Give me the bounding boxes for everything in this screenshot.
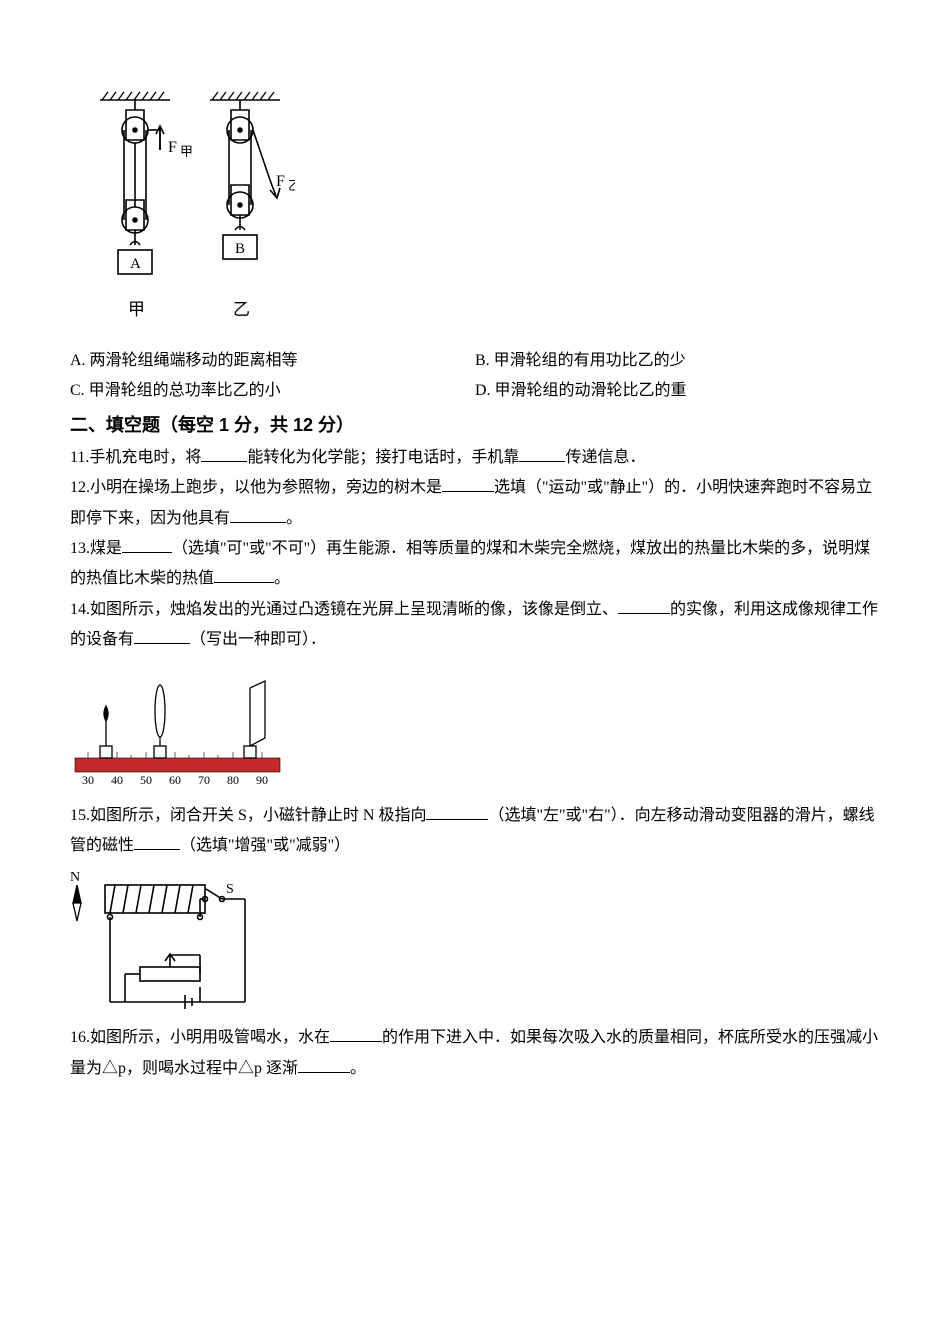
q15: 15.如图所示，闭合开关 S，小磁针静止时 N 极指向（选填"左"或"右"）．向…	[70, 801, 880, 862]
caption-yi: 乙	[233, 300, 250, 319]
section-2-title: 二、填空题（每空 1 分，共 12 分）	[70, 407, 880, 443]
q10-opt-d: D. 甲滑轮组的动滑轮比乙的重	[475, 376, 880, 406]
q13-mid: （选填"可"或"不可"）再生能源．相等质量的煤和木柴完全燃烧，煤放出的热量比木柴…	[70, 540, 870, 587]
lens-svg: 30 40 50 60 70 80 90	[70, 666, 285, 791]
q12-blank2[interactable]	[230, 506, 286, 523]
q15-blank2[interactable]	[134, 833, 180, 850]
q16-blank1[interactable]	[330, 1025, 382, 1042]
tick-60: 60	[169, 773, 181, 787]
exam-page: F 甲 A 甲	[0, 0, 950, 1144]
q10-opt-a: A. 两滑轮组绳端移动的距离相等	[70, 346, 475, 376]
tick-40: 40	[111, 773, 123, 787]
q16: 16.如图所示，小明用吸管喝水，水在的作用下进入中．如果每次吸入水的质量相同，杯…	[70, 1023, 880, 1084]
q14-blank1[interactable]	[618, 597, 670, 614]
tick-30: 30	[82, 773, 94, 787]
tick-80: 80	[227, 773, 239, 787]
q12-pre: 12.小明在操场上跑步，以他为参照物，旁边的树木是	[70, 479, 442, 496]
pulley-figure: F 甲 A 甲	[90, 90, 880, 340]
q12-end: 。	[286, 510, 302, 527]
q12-blank1[interactable]	[442, 475, 494, 492]
tick-90: 90	[256, 773, 268, 787]
q13-end: 。	[274, 570, 290, 587]
q12: 12.小明在操场上跑步，以他为参照物，旁边的树木是选填（"运动"或"静止"）的．…	[70, 473, 880, 534]
caption-jia: 甲	[128, 300, 145, 319]
block-b-label: B	[235, 241, 245, 257]
compass-n: N	[70, 870, 80, 885]
f-yi-label: F	[276, 173, 285, 190]
q11-blank2[interactable]	[519, 445, 565, 462]
q13: 13.煤是（选填"可"或"不可"）再生能源．相等质量的煤和木柴完全燃烧，煤放出的…	[70, 534, 880, 595]
q10-options: A. 两滑轮组绳端移动的距离相等 B. 甲滑轮组的有用功比乙的少 C. 甲滑轮组…	[70, 346, 880, 407]
q11-post: 传递信息．	[565, 449, 645, 466]
q13-blank2[interactable]	[214, 566, 274, 583]
q15-blank1[interactable]	[426, 803, 488, 820]
solenoid-figure: N	[70, 867, 880, 1017]
f-jia-label: F	[168, 139, 177, 156]
pulley-svg: F 甲 A 甲	[90, 90, 295, 340]
q10-opt-c: C. 甲滑轮组的总功率比乙的小	[70, 376, 475, 406]
q10-opt-b: B. 甲滑轮组的有用功比乙的少	[475, 346, 880, 376]
block-a-label: A	[130, 256, 141, 272]
q14-blank2[interactable]	[134, 627, 190, 644]
q14: 14.如图所示，烛焰发出的光通过凸透镜在光屏上呈现清晰的像，该像是倒立、的实像，…	[70, 595, 880, 656]
q13-blank1[interactable]	[122, 536, 172, 553]
q15-end: （选填"增强"或"减弱"）	[180, 837, 350, 854]
q11-mid: 能转化为化学能；接打电话时，手机靠	[247, 449, 519, 466]
solenoid-svg: N	[70, 867, 265, 1017]
lens-figure: 30 40 50 60 70 80 90	[70, 666, 880, 791]
q11-blank1[interactable]	[201, 445, 247, 462]
q16-end: 。	[350, 1060, 366, 1077]
q15-pre: 15.如图所示，闭合开关 S，小磁针静止时 N 极指向	[70, 807, 426, 824]
q16-blank2[interactable]	[298, 1056, 350, 1073]
tick-50: 50	[140, 773, 152, 787]
switch-s: S	[226, 882, 234, 897]
q11: 11.手机充电时，将 能转化为化学能；接打电话时，手机靠 传递信息．	[70, 443, 880, 473]
tick-70: 70	[198, 773, 210, 787]
f-yi-sub: 乙	[288, 178, 295, 193]
q14-pre: 14.如图所示，烛焰发出的光通过凸透镜在光屏上呈现清晰的像，该像是倒立、	[70, 601, 618, 618]
q14-end: （写出一种即可）．	[190, 631, 326, 648]
f-jia-sub: 甲	[180, 144, 193, 159]
q13-pre: 13.煤是	[70, 540, 122, 557]
q16-pre: 16.如图所示，小明用吸管喝水，水在	[70, 1029, 330, 1046]
q11-pre: 11.手机充电时，将	[70, 449, 201, 466]
